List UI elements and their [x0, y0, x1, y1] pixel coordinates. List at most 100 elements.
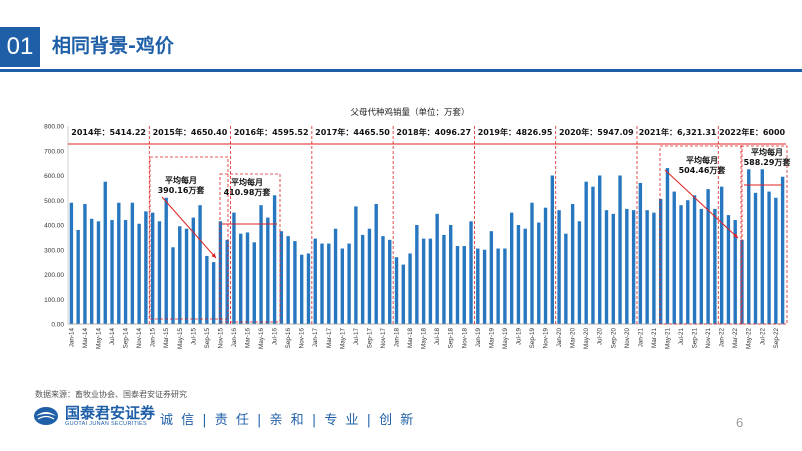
- x-tick-label: May-17: [339, 328, 346, 349]
- x-tick-label: Jan-18: [394, 328, 401, 348]
- bar: [503, 248, 507, 324]
- bar: [550, 175, 555, 324]
- x-tick-label: Jan-16: [231, 328, 238, 348]
- bar: [178, 226, 182, 324]
- year-label: 2021年：6,321.31: [639, 127, 717, 137]
- bar: [415, 225, 419, 324]
- x-tick-label: Sep-20: [610, 328, 617, 349]
- bar: [489, 231, 494, 324]
- bar: [598, 175, 602, 324]
- bar: [103, 181, 107, 324]
- annotation-box: [740, 145, 788, 325]
- x-tick-label: Jul-20: [597, 328, 604, 346]
- annotation-text: 504.46万套: [679, 165, 727, 175]
- x-tick-label: Mar-20: [570, 328, 577, 348]
- bar: [692, 195, 697, 324]
- bar: [760, 169, 764, 324]
- page-number: 6: [736, 415, 744, 430]
- x-tick-label: May-21: [664, 328, 671, 349]
- y-tick-label: 600.00: [44, 173, 64, 180]
- bar: [557, 210, 561, 324]
- bar: [421, 238, 426, 324]
- x-tick-label: Jul-18: [434, 328, 441, 346]
- annotation-text: 390.16万套: [158, 185, 206, 195]
- x-tick-label: Sep-15: [204, 328, 211, 349]
- x-tick-label: Jul-22: [759, 328, 766, 346]
- year-label: 2018年：4096.27: [396, 127, 471, 137]
- bar: [259, 205, 263, 324]
- x-tick-label: Sep-22: [773, 328, 780, 349]
- annotation-text: 平均每月: [165, 175, 197, 185]
- bar: [327, 243, 331, 324]
- chart-title: 父母代种鸡销量（单位：万套）: [350, 107, 469, 118]
- bar: [333, 228, 338, 324]
- logo-icon: [34, 407, 58, 425]
- bar: [611, 213, 615, 324]
- page-title: 相同背景-鸡价: [52, 35, 174, 57]
- annotation-box: [219, 173, 281, 323]
- bar: [469, 221, 473, 324]
- trend-arrow: [161, 196, 217, 259]
- data-source: 数据来源：畜牧业协会、国泰君安证券研究: [35, 390, 187, 399]
- bar: [509, 212, 514, 324]
- bar: [591, 186, 595, 324]
- x-tick-label: May-14: [95, 328, 102, 349]
- bar: [482, 249, 487, 324]
- trend-arrow: [664, 169, 739, 239]
- x-tick-label: Jul-15: [190, 328, 197, 346]
- bar: [218, 221, 223, 324]
- bar: [117, 202, 121, 324]
- bar: [381, 236, 385, 324]
- bar: [164, 197, 168, 324]
- bar: [733, 220, 737, 324]
- bar: [245, 232, 250, 324]
- x-tick-label: May-16: [258, 328, 265, 349]
- bar: [713, 208, 717, 324]
- bar: [516, 225, 521, 324]
- x-tick-label: Jan-19: [475, 328, 482, 348]
- x-tick-label: Jan-17: [312, 328, 319, 348]
- bar: [726, 215, 731, 324]
- x-tick-label: Sep-21: [692, 328, 699, 349]
- x-tick-label: Sep-16: [285, 328, 292, 349]
- bar: [462, 246, 466, 324]
- arrow-head: [211, 253, 216, 258]
- bar: [706, 189, 710, 324]
- bar: [110, 220, 114, 324]
- bar: [90, 218, 94, 324]
- bar: [679, 205, 683, 324]
- bar: [299, 254, 304, 324]
- bar: [96, 221, 101, 324]
- x-tick-label: Jan-20: [556, 328, 563, 348]
- x-tick-label: Nov-15: [217, 328, 224, 349]
- bar: [252, 242, 256, 324]
- bar: [686, 200, 690, 324]
- x-tick-label: Nov-14: [136, 328, 143, 349]
- y-tick-label: 300.00: [44, 247, 64, 254]
- bar: [699, 208, 704, 324]
- annotation-box: [659, 145, 743, 325]
- y-tick-label: 400.00: [44, 223, 64, 230]
- bar: [747, 169, 751, 324]
- bar: [625, 208, 629, 324]
- year-label: 2020年：5947.09: [559, 127, 634, 137]
- x-tick-label: Jan-21: [637, 328, 644, 348]
- x-tick-label: Jan-15: [150, 328, 157, 348]
- bar: [577, 221, 582, 324]
- bar: [401, 264, 405, 324]
- bar: [232, 212, 236, 324]
- bar: [449, 225, 453, 324]
- bar: [347, 243, 351, 324]
- bar: [564, 233, 568, 324]
- bar: [645, 210, 649, 324]
- bar: [658, 199, 663, 324]
- y-tick-label: 500.00: [44, 198, 64, 205]
- bar: [123, 220, 128, 324]
- y-tick-label: 200.00: [44, 272, 64, 279]
- bar: [150, 212, 155, 324]
- bar: [69, 202, 74, 324]
- bar: [272, 195, 277, 324]
- bar: [266, 217, 270, 324]
- y-tick-label: 0.00: [51, 322, 64, 329]
- bar: [171, 247, 175, 324]
